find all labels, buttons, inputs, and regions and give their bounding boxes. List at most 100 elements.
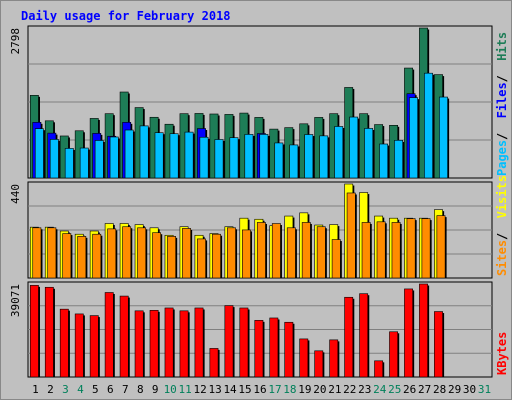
legend-pages: Pages [495,140,509,176]
x-tick-label-4: 4 [77,383,84,396]
x-tick-label-21: 21 [328,383,341,396]
bar-pages-day-15 [244,134,254,179]
bar-pages-day-12 [199,136,209,179]
x-tick-label-29: 29 [448,383,461,396]
x-tick-label-13: 13 [208,383,221,396]
x-tick-label-2: 2 [47,383,54,396]
legend-hits: Hits [495,32,509,61]
bar-kbytes-day-19 [299,338,309,378]
bar-kbytes-day-10 [164,307,174,378]
x-tick-label-5: 5 [92,383,99,396]
bar-sites-day-5 [92,233,102,279]
x-tick-label-3: 3 [62,383,69,396]
bar-sites-day-27 [421,218,431,279]
legend-visits: Visits [495,175,509,218]
bar-kbytes-day-8 [134,310,144,378]
bar-kbytes-day-17 [269,317,279,378]
panel-2-ymax-label: 440 [9,184,22,204]
x-tick-label-11: 11 [179,383,192,396]
bar-pages-day-9 [154,132,164,179]
bar-kbytes-day-4 [74,313,84,378]
bar-kbytes-day-9 [149,310,159,378]
bar-pages-day-16 [259,134,269,179]
bar-sites-day-19 [301,222,311,279]
legend-separator: / [495,75,509,82]
bar-kbytes-day-2 [44,286,54,378]
bar-kbytes-day-27 [419,283,428,378]
x-tick-label-7: 7 [122,383,129,396]
bar-sites-day-14 [227,227,236,279]
x-tick-label-25: 25 [388,383,401,396]
legend-files: Files [495,82,509,118]
bar-kbytes-day-6 [104,292,114,378]
bar-sites-day-22 [346,192,356,279]
x-tick-label-14: 14 [223,383,237,396]
bar-kbytes-day-18 [284,321,294,378]
bar-sites-day-9 [152,232,162,279]
x-tick-label-9: 9 [152,383,159,396]
bar-pages-day-25 [394,140,404,179]
bar-sites-day-17 [271,223,281,279]
x-tick-label-12: 12 [194,383,207,396]
x-tick-label-8: 8 [137,383,144,396]
bar-kbytes-day-21 [329,339,339,378]
bar-pages-day-14 [229,137,239,179]
bar-sites-day-2 [47,227,57,279]
bar-pages-day-17 [274,142,284,179]
bar-sites-day-3 [62,233,72,279]
bar-kbytes-day-13 [209,348,219,378]
bar-pages-day-2 [49,139,59,179]
bar-sites-day-20 [316,226,326,279]
legend-kbytes: KBytes [495,332,509,375]
bar-sites-day-24 [376,221,386,279]
legend-sites: Sites [495,240,509,276]
bar-kbytes-day-28 [434,311,443,378]
x-tick-label-30: 30 [463,383,476,396]
bar-pages-day-22 [349,116,359,179]
bar-sites-day-13 [212,233,221,279]
bar-sites-day-28 [436,215,446,279]
bar-sites-day-15 [241,229,251,279]
bar-pages-day-18 [289,144,299,179]
bar-pages-day-10 [169,133,179,179]
x-tick-label-27: 27 [418,383,431,396]
bar-kbytes-day-20 [314,350,324,378]
bar-sites-day-12 [197,238,206,279]
bar-sites-day-11 [182,228,191,279]
bar-kbytes-day-14 [224,305,234,378]
bar-pages-day-6 [109,136,119,179]
x-tick-label-26: 26 [403,383,416,396]
bar-sites-day-4 [77,236,87,279]
x-tick-label-1: 1 [32,383,39,396]
bar-pages-day-26 [409,97,418,179]
x-tick-label-16: 16 [253,383,266,396]
bar-kbytes-day-16 [254,320,264,378]
bar-kbytes-day-1 [29,285,39,378]
bar-pages-day-5 [94,140,104,179]
bar-pages-day-1 [34,128,44,179]
x-tick-label-18: 18 [283,383,296,396]
bar-kbytes-day-22 [344,296,354,378]
bar-pages-day-8 [139,125,149,179]
bar-pages-day-28 [439,96,448,179]
x-tick-label-24: 24 [373,383,387,396]
chart-title: Daily usage for February 2018 [21,9,231,23]
bar-sites-day-25 [391,222,401,279]
bar-pages-day-27 [424,72,433,179]
x-tick-label-20: 20 [313,383,326,396]
panel-1-ymax-label: 2798 [9,28,22,55]
bar-kbytes-day-25 [389,331,399,378]
bar-pages-day-4 [79,147,89,179]
bar-kbytes-day-23 [359,293,369,378]
bar-kbytes-day-12 [194,307,204,378]
bar-kbytes-day-5 [89,315,99,378]
x-tick-label-28: 28 [433,383,446,396]
x-tick-label-19: 19 [298,383,311,396]
bar-sites-day-8 [137,227,147,279]
bar-kbytes-day-24 [374,360,384,378]
bar-sites-day-16 [256,222,266,279]
panel-3-ymax-label: 39071 [9,284,22,317]
bar-sites-day-10 [167,236,176,279]
